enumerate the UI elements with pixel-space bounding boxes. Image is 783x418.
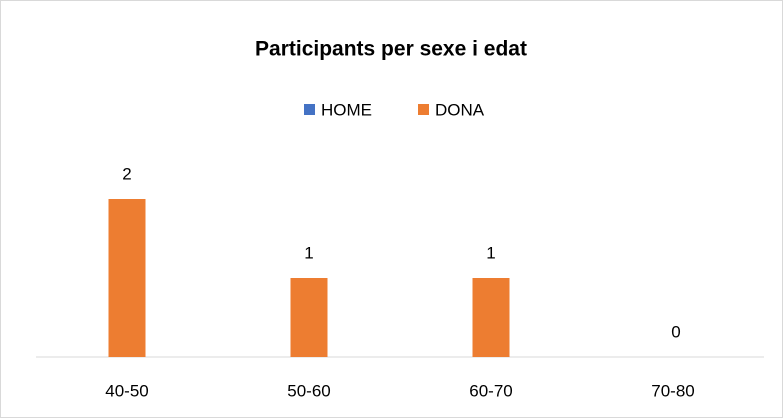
chart-title: Participants per sexe i edat	[255, 38, 527, 61]
bar	[290, 278, 328, 357]
x-tick-label: 60-70	[469, 381, 512, 400]
data-label: 0	[671, 322, 680, 341]
legend-label: HOME	[321, 100, 372, 119]
data-label: 1	[304, 243, 313, 262]
legend-swatch	[418, 104, 429, 115]
data-label: 2	[122, 164, 131, 183]
bar	[108, 199, 146, 357]
x-tick-label: 40-50	[105, 381, 148, 400]
x-tick-label: 50-60	[287, 381, 330, 400]
bar	[472, 278, 510, 357]
legend-label: DONA	[435, 100, 485, 119]
data-label: 1	[486, 243, 495, 262]
legend-swatch	[304, 104, 315, 115]
x-tick-label: 70-80	[651, 381, 694, 400]
